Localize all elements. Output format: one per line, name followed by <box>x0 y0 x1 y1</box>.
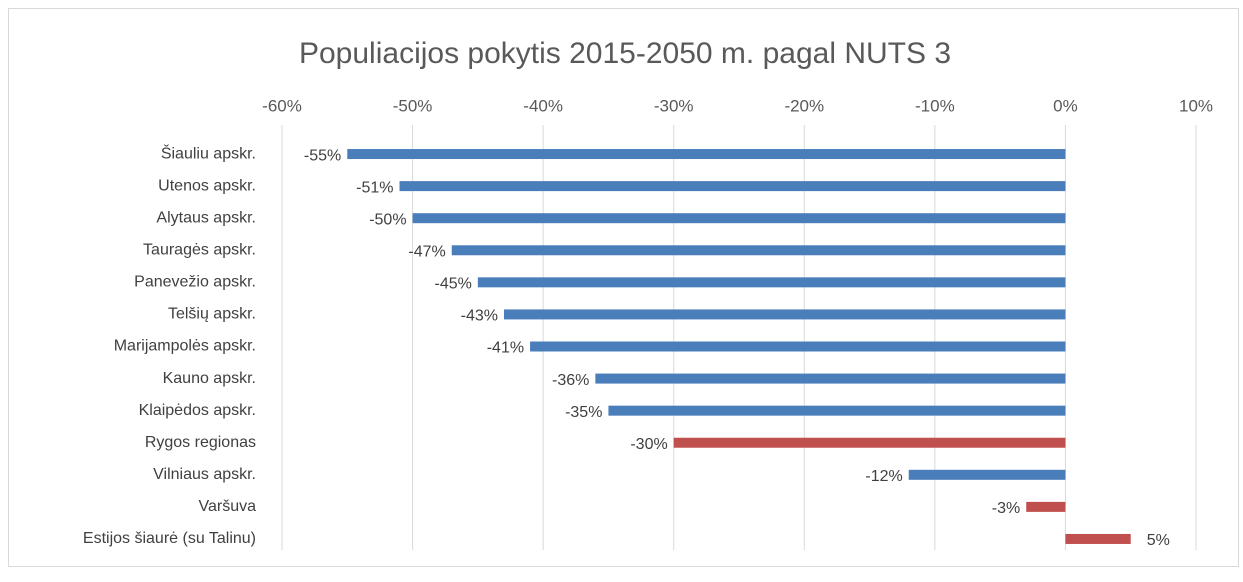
data-label: -50% <box>369 211 406 228</box>
bar <box>477 277 1066 288</box>
x-tick-label: 10% <box>1179 96 1213 115</box>
x-tick-label: -20% <box>784 96 824 115</box>
y-tick-label: Kauno apskr. <box>163 370 256 387</box>
y-tick-label: Estijos šiaurė (su Talinu) <box>83 530 256 547</box>
y-tick-label: Vilniaus apskr. <box>153 466 256 483</box>
y-tick-label: Telšių apskr. <box>168 306 256 323</box>
chart-title: Populiacijos pokytis 2015-2050 m. pagal … <box>299 37 951 70</box>
bar <box>908 469 1066 480</box>
y-tick-label: Rygos regionas <box>145 434 256 451</box>
bar <box>503 309 1066 320</box>
bar <box>347 149 1066 160</box>
data-label: -36% <box>552 372 589 389</box>
data-label: -3% <box>992 500 1020 517</box>
y-tick-label: Panevežio apskr. <box>134 274 256 291</box>
x-tick-label: -10% <box>915 96 955 115</box>
bar <box>399 181 1066 192</box>
data-label: -43% <box>461 308 498 325</box>
bar <box>412 213 1066 224</box>
data-label: -47% <box>408 243 445 260</box>
bar <box>530 341 1066 352</box>
bar <box>1065 533 1131 544</box>
data-label: -35% <box>565 404 602 421</box>
bar <box>595 373 1066 384</box>
data-label: -55% <box>304 147 341 164</box>
x-tick-label: -40% <box>523 96 563 115</box>
y-tick-label: Marijampolės apskr. <box>114 338 256 355</box>
x-tick-label: -60% <box>262 96 302 115</box>
data-label: -45% <box>434 276 471 293</box>
x-tick-label: -50% <box>393 96 433 115</box>
x-tick-label: -30% <box>654 96 694 115</box>
x-tick-label: 0% <box>1053 96 1078 115</box>
bar <box>673 437 1066 448</box>
data-label: -41% <box>487 340 524 357</box>
data-label: 5% <box>1147 532 1170 549</box>
data-label: -51% <box>356 179 393 196</box>
y-tick-label: Tauragės apskr. <box>143 241 256 258</box>
y-tick-label: Alytaus apskr. <box>156 209 256 226</box>
data-label: -30% <box>630 436 667 453</box>
bar <box>608 405 1066 416</box>
bar <box>1026 501 1066 512</box>
y-tick-label: Šiauliu apskr. <box>161 143 256 162</box>
y-tick-label: Utenos apskr. <box>158 177 256 194</box>
bar <box>451 245 1066 256</box>
data-label: -12% <box>865 468 902 485</box>
y-tick-label: Varšuva <box>198 498 256 515</box>
y-tick-label: Klaipėdos apskr. <box>139 402 256 419</box>
